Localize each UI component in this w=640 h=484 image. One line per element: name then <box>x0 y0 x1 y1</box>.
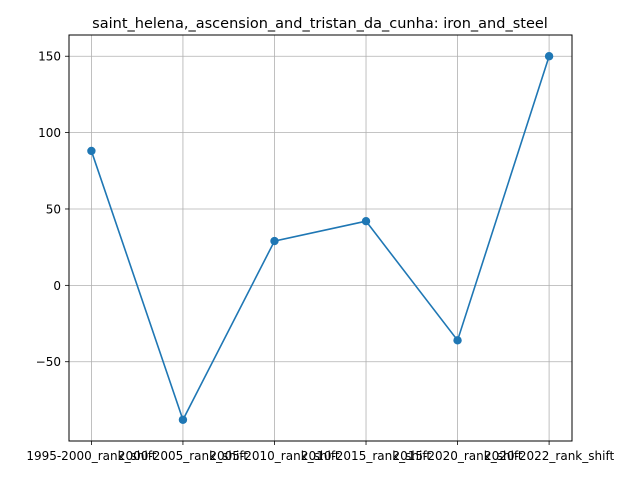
data-point <box>87 146 96 156</box>
x-tick-label: 2020-2022_rank_shift <box>484 449 614 463</box>
y-tick-label: 100 <box>38 126 61 140</box>
data-point <box>361 216 371 226</box>
axis-layer: 1995-2000_rank_shift2000-2005_rank_shift… <box>26 50 614 463</box>
x-tick-label: 2015-2020_rank_shift <box>392 449 522 463</box>
plot-frame <box>68 34 573 442</box>
x-tick-label: 2010-2015_rank_shift <box>301 449 431 463</box>
x-tick-label: 1995-2000_rank_shift <box>26 449 156 463</box>
y-tick-label: −50 <box>36 355 61 369</box>
plot-area <box>69 35 572 441</box>
y-tick-label: 0 <box>53 279 61 293</box>
data-point <box>270 236 279 246</box>
series-line <box>90 55 550 422</box>
data-point <box>544 52 554 61</box>
x-tick-label: 2000-2005_rank_shift <box>118 449 248 463</box>
y-tick-label: 150 <box>38 50 61 64</box>
series-layer <box>87 52 554 424</box>
y-tick-label: 50 <box>46 202 61 216</box>
chart-title: saint_helena,_ascension_and_tristan_da_c… <box>92 16 548 32</box>
grid-layer <box>69 35 572 441</box>
data-point <box>453 336 462 345</box>
x-tick-label: 2005-2010_rank_shift <box>209 449 339 463</box>
data-point <box>178 415 188 424</box>
